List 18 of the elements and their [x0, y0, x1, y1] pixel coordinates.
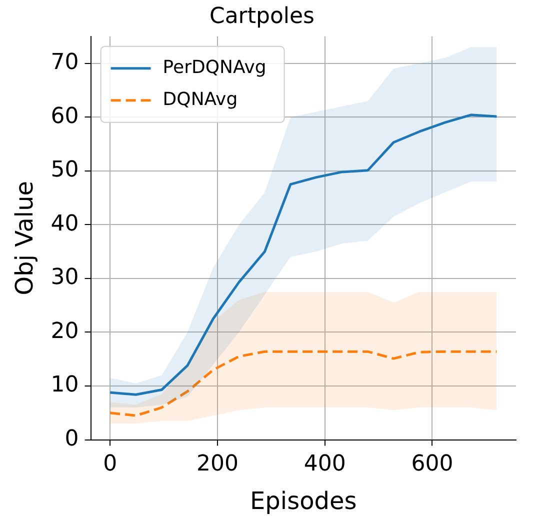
y-tick-label: 0 [64, 426, 79, 452]
x-axis-title: Episodes [250, 486, 357, 515]
y-tick-label: 70 [50, 50, 79, 76]
legend-label: DQNAvg [162, 89, 238, 110]
y-tick-label: 20 [50, 318, 79, 344]
y-tick-label: 50 [50, 158, 79, 183]
y-axis-title: Obj Value [10, 180, 39, 296]
x-tick-label: 200 [196, 452, 238, 477]
x-tick-label: 600 [411, 452, 454, 477]
y-tick-label: 40 [50, 211, 79, 236]
chart-title: Cartpoles [209, 4, 315, 29]
y-tick-label: 10 [50, 372, 79, 398]
x-tick-label: 0 [103, 452, 118, 477]
line-series [108, 350, 498, 417]
y-tick-label: 60 [50, 104, 79, 129]
x-tick-label: 400 [304, 452, 346, 477]
y-tick-label: 30 [50, 265, 79, 290]
legend-label: PerDQNAvg [162, 57, 266, 78]
